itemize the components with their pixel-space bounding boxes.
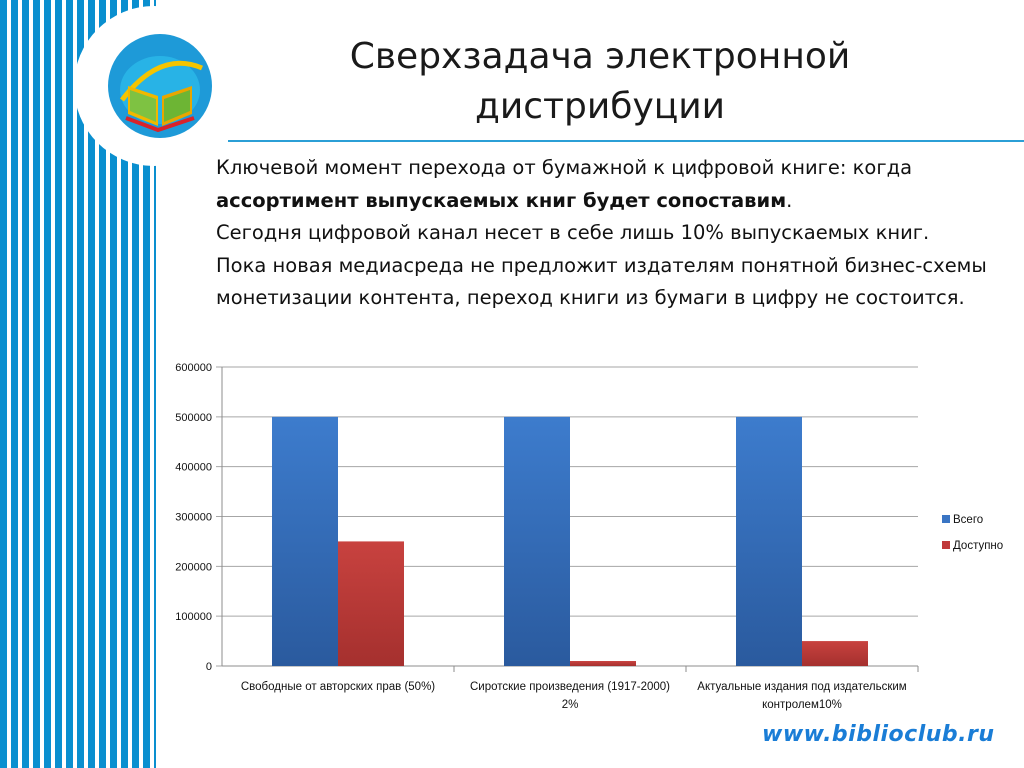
- legend-swatch: [942, 541, 950, 549]
- slide-title: Сверхзадача электронной дистрибуции: [349, 36, 851, 127]
- x-category-label: контролем10%: [762, 699, 842, 711]
- paragraph-3: Пока новая медиасреда не предложит издат…: [216, 253, 987, 310]
- x-category-label: 2%: [562, 699, 579, 711]
- bar-total: [504, 416, 570, 666]
- x-category-label: Сиротские произведения (1917-2000): [470, 681, 670, 693]
- x-category-label: Свободные от авторских прав (50%): [241, 681, 435, 693]
- y-tick-label: 300000: [175, 512, 212, 524]
- y-tick-label: 200000: [175, 561, 212, 573]
- paragraph-2: Сегодня цифровой канал несет в себе лишь…: [216, 221, 930, 244]
- y-tick-label: 500000: [175, 412, 212, 424]
- bar-total: [736, 416, 802, 666]
- bar-available: [570, 661, 636, 666]
- y-tick-label: 0: [206, 661, 212, 673]
- y-tick-label: 100000: [175, 611, 212, 623]
- book-logo-icon: [108, 34, 212, 138]
- title-divider: [228, 140, 1024, 142]
- paragraph-1: Ключевой момент перехода от бумажной к ц…: [216, 152, 1006, 217]
- slide-body: Ключевой момент перехода от бумажной к ц…: [216, 152, 1006, 315]
- bar-chart: 0 100000 200000 300000 400000 500000 600000 Сво…: [175, 362, 1003, 711]
- legend-swatch: [942, 515, 950, 523]
- paragraph-1-start: Ключевой момент перехода от бумажной к ц…: [216, 156, 913, 179]
- footer-url[interactable]: www.biblioclub.ru: [762, 722, 995, 747]
- legend-label: Доступно: [953, 540, 1003, 552]
- paragraph-1-end: .: [786, 188, 793, 212]
- bar-available: [802, 641, 868, 666]
- legend-label: Всего: [953, 514, 983, 526]
- bar-total: [272, 416, 338, 666]
- bar-available: [338, 541, 404, 666]
- x-category-label: Актуальные издания под издательским: [697, 681, 907, 693]
- paragraph-1-emphasis: ассортимент выпускаемых книг будет сопос…: [216, 188, 787, 212]
- y-tick-label: 600000: [175, 362, 212, 374]
- y-tick-label: 400000: [175, 462, 212, 474]
